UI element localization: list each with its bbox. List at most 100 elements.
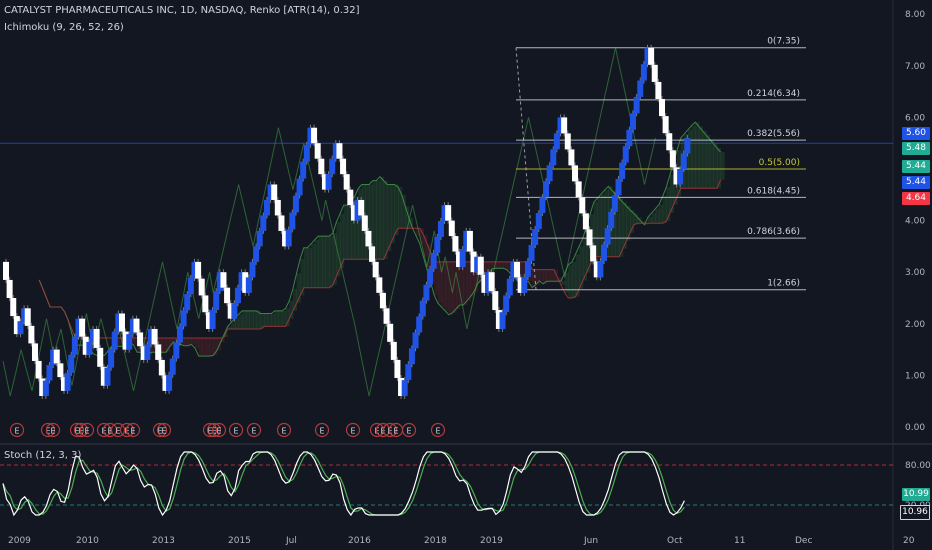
ichimoku-cloud-segment: [332, 233, 337, 285]
renko-brick: [140, 346, 147, 360]
renko-brick: [619, 162, 626, 179]
earnings-marker: [246, 422, 262, 438]
renko-brick: [684, 138, 691, 154]
renko-brick: [151, 328, 158, 345]
fib-level-label: 0(7.35): [767, 37, 800, 47]
renko-brick: [71, 336, 78, 355]
renko-brick: [354, 199, 361, 221]
ichimoku-cloud-segment: [329, 236, 334, 288]
renko-brick: [238, 272, 245, 288]
renko-brick: [263, 199, 270, 216]
ichimoku-cloud-segment: [166, 337, 171, 353]
earnings-label: E: [157, 427, 162, 436]
renko-brick: [401, 380, 408, 397]
time-axis-label: Oct: [667, 536, 683, 546]
renko-brick: [93, 328, 100, 348]
fib-level-label: 0.618(4.45): [747, 186, 800, 196]
last-price-tag: 5.48: [902, 142, 930, 155]
earnings-label: E: [207, 427, 212, 436]
ichimoku-cloud-segment: [466, 261, 472, 301]
earnings-marker: [45, 422, 61, 438]
ichimoku-cloud-segment: [314, 239, 319, 288]
renko-brick: [271, 184, 278, 200]
ichimoku-cloud-segment: [637, 217, 642, 224]
renko-brick: [155, 344, 162, 360]
ichimoku-legend[interactable]: Ichimoku (9, 26, 52, 26): [4, 22, 124, 33]
renko-brick: [202, 295, 209, 313]
ichimoku-cloud-segment: [593, 202, 598, 257]
ichimoku-cloud-segment: [307, 247, 312, 288]
renko-brick: [423, 284, 430, 301]
renko-brick: [608, 211, 615, 229]
renko-brick: [630, 113, 637, 130]
earnings-label: E: [251, 427, 256, 436]
earnings-label: E: [45, 427, 50, 436]
renko-brick: [543, 181, 550, 198]
fib-level-label: 1(2.66): [767, 279, 800, 289]
renko-brick: [325, 174, 332, 190]
renko-brick: [42, 380, 49, 397]
renko-brick: [557, 117, 564, 134]
ichimoku-cloud-segment: [358, 188, 363, 260]
renko-brick: [528, 244, 535, 261]
ichimoku-cloud-segment: [633, 213, 638, 225]
ichimoku-cloud-segment: [550, 269, 555, 282]
ichimoku-cloud-segment: [325, 236, 330, 288]
renko-brick: [673, 167, 680, 185]
renko-brick: [166, 374, 173, 391]
renko-brick: [216, 272, 223, 292]
renko-brick: [24, 308, 31, 326]
earnings-marker: [79, 422, 95, 438]
renko-brick: [195, 261, 202, 279]
ichimoku-cloud-segment: [216, 337, 221, 351]
ichimoku-cloud-segment: [601, 194, 606, 257]
renko-brick: [655, 81, 662, 100]
ichimoku-cloud-segment: [575, 254, 580, 297]
ichimoku-cloud-segment: [506, 261, 511, 270]
renko-brick: [220, 272, 227, 288]
ichimoku-cloud-segment: [495, 261, 501, 269]
ichimoku-cloud-segment: [394, 184, 399, 236]
ichimoku-cloud-segment: [695, 122, 700, 189]
renko-brick: [662, 116, 669, 134]
renko-brick: [17, 321, 24, 335]
earnings-marker: [211, 422, 227, 438]
renko-brick: [677, 169, 684, 185]
ichimoku-cloud-segment: [398, 187, 403, 229]
renko-brick: [307, 127, 314, 145]
renko-brick: [644, 47, 651, 65]
renko-brick: [427, 268, 434, 285]
renko-brick: [340, 158, 347, 175]
ichimoku-cloud-segment: [187, 337, 192, 346]
ichimoku-cloud-segment: [535, 269, 540, 285]
renko-brick: [343, 174, 350, 190]
earnings-label: E: [84, 427, 89, 436]
renko-brick: [292, 195, 299, 213]
ichimoku-cloud-segment: [350, 200, 356, 260]
renko-brick: [249, 261, 256, 278]
renko-brick: [445, 205, 452, 221]
ichimoku-cloud-segment: [271, 313, 276, 327]
renko-brick: [666, 133, 673, 151]
renko-brick: [398, 377, 405, 397]
ichimoku-cloud-segment: [274, 310, 279, 327]
ichimoku-cloud-segment: [260, 313, 265, 329]
renko-brick: [361, 215, 368, 231]
renko-brick: [379, 292, 386, 309]
renko-brick: [68, 354, 75, 373]
earnings-label: E: [50, 427, 55, 436]
stoch-legend[interactable]: Stoch (12, 3, 3): [4, 450, 81, 461]
renko-brick: [463, 230, 470, 249]
fib-level-label: 0.786(3.66): [747, 227, 800, 237]
earnings-label: E: [107, 427, 112, 436]
renko-brick: [499, 312, 506, 329]
renko-brick: [176, 326, 183, 343]
ichimoku-cloud-segment: [499, 261, 504, 269]
symbol-legend[interactable]: CATALYST PHARMACEUTICALS INC, 1D, NASDAQ…: [4, 5, 360, 16]
ichimoku-cloud-segment: [256, 310, 261, 329]
fib-level-label: 0.382(5.56): [747, 129, 800, 139]
price-axis-label: 3.00: [905, 268, 925, 278]
renko-brick: [318, 158, 325, 175]
renko-brick: [122, 331, 129, 350]
